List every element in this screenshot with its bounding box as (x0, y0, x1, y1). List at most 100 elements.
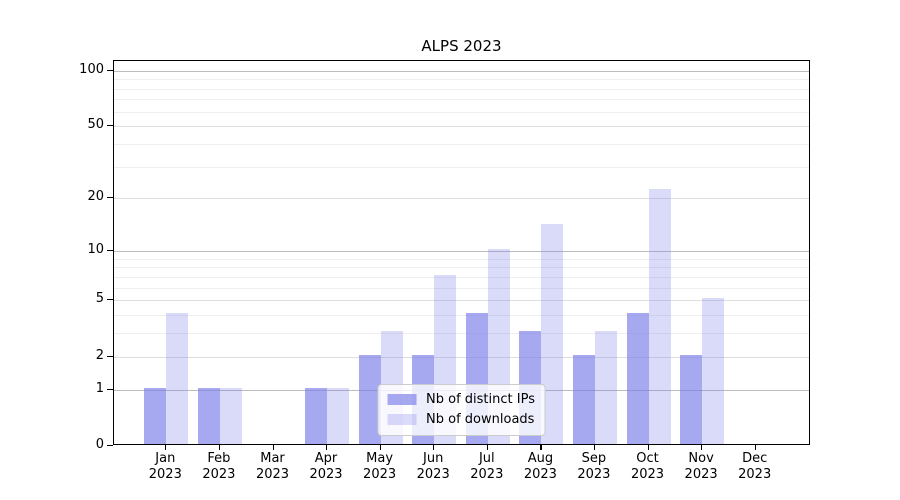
y-tick-mark (107, 355, 113, 357)
x-tick-label: Apr 2023 (294, 451, 358, 483)
x-tick-mark (379, 445, 381, 450)
x-tick-mark (593, 445, 596, 450)
x-tick-year: 2023 (309, 467, 343, 482)
x-tick-mark (165, 445, 167, 450)
x-tick-mark (754, 445, 756, 450)
gridline-minor (114, 166, 809, 168)
y-tick-label: 1 (95, 380, 104, 396)
x-tick-label: Sep 2023 (562, 451, 626, 483)
x-tick-month: Jun (423, 451, 444, 466)
y-tick-label: 5 (95, 291, 104, 307)
x-tick-label: Feb 2023 (187, 451, 251, 483)
legend-swatch-downloads (387, 414, 417, 425)
x-tick-label: Jul 2023 (455, 451, 519, 483)
gridline-minor (114, 315, 809, 317)
bar-distinct-ips (144, 387, 167, 444)
gridline-minor (114, 258, 809, 260)
y-tick-label: 50 (87, 117, 104, 133)
x-tick-label: Dec 2023 (723, 451, 787, 483)
gridline-minor (114, 88, 809, 90)
bar-downloads (702, 298, 725, 444)
gridline-minor (114, 276, 809, 278)
gridline-minor (114, 267, 809, 269)
x-tick-mark (326, 445, 328, 450)
x-tick-year: 2023 (255, 467, 290, 482)
legend-swatch-ips (387, 394, 417, 405)
x-tick-month: Dec (742, 451, 768, 466)
x-tick-label: Nov 2023 (669, 451, 733, 483)
y-tick-mark (107, 249, 113, 252)
legend-item: Nb of downloads (387, 412, 535, 427)
x-tick-label: May 2023 (348, 451, 412, 483)
x-tick-month: Mar (260, 451, 285, 466)
plot-area: Nb of distinct IPs Nb of downloads (113, 60, 810, 445)
gridline-minor (114, 333, 809, 335)
y-tick-mark (107, 69, 113, 71)
x-tick-year: 2023 (363, 467, 397, 482)
y-tick-mark (107, 299, 113, 301)
x-tick-month: Oct (636, 451, 659, 466)
gridline-major (114, 70, 809, 72)
y-tick-label: 10 (87, 241, 104, 257)
x-tick-year: 2023 (470, 467, 504, 482)
y-tick-label: 0 (95, 437, 104, 452)
x-tick-mark (647, 445, 649, 450)
chart-title: ALPS 2023 (421, 37, 502, 55)
bar-downloads (541, 223, 564, 444)
x-tick-month: Nov (688, 451, 714, 466)
x-tick-year: 2023 (202, 467, 236, 482)
legend-label: Nb of downloads (426, 412, 535, 427)
gridline-mid (114, 300, 809, 302)
x-tick-label: Oct 2023 (616, 451, 680, 483)
legend-label: Nb of distinct IPs (426, 392, 535, 407)
x-tick-label: Mar 2023 (241, 451, 305, 483)
y-tick-label: 2 (95, 347, 104, 363)
x-tick-month: Apr (314, 451, 338, 466)
x-tick-year: 2023 (523, 467, 557, 482)
gridline-major (114, 250, 809, 252)
x-tick-month: Jul (478, 451, 495, 466)
gridline-minor (114, 99, 809, 101)
y-tick-mark (107, 445, 113, 447)
x-tick-mark (486, 445, 488, 450)
x-tick-mark (218, 445, 221, 450)
x-tick-mark (433, 445, 435, 450)
x-tick-month: Feb (207, 451, 231, 466)
x-tick-month: Sep (581, 451, 607, 466)
y-tick-label: 20 (87, 189, 104, 205)
x-tick-month: Jan (155, 451, 176, 466)
gridline-minor (114, 79, 809, 80)
bar-distinct-ips (680, 354, 703, 444)
x-tick-year: 2023 (148, 467, 182, 482)
x-tick-year: 2023 (684, 467, 718, 482)
x-tick-year: 2023 (630, 467, 665, 482)
y-tick-label: 100 (79, 61, 104, 77)
bar-downloads (594, 331, 617, 444)
x-tick-year: 2023 (416, 467, 450, 482)
y-tick-mark (107, 197, 113, 199)
legend: Nb of distinct IPs Nb of downloads (377, 384, 546, 436)
bar-distinct-ips (626, 313, 649, 444)
x-tick-label: Jan 2023 (133, 451, 197, 483)
bar-distinct-ips (197, 387, 220, 444)
gridline-mid (114, 198, 809, 200)
gridline-minor (114, 287, 809, 289)
y-tick-mark (107, 125, 113, 127)
legend-item: Nb of distinct IPs (387, 392, 535, 407)
x-tick-year: 2023 (577, 467, 611, 482)
y-tick-mark (107, 388, 113, 390)
bar-downloads (219, 387, 242, 444)
bar-downloads (648, 188, 671, 444)
x-tick-month: Aug (527, 451, 554, 466)
bar-downloads (327, 387, 349, 444)
bar-distinct-ips (358, 354, 381, 444)
x-tick-label: Aug 2023 (508, 451, 572, 483)
gridline-mid (114, 126, 809, 128)
x-tick-mark (540, 445, 542, 450)
bar-downloads (166, 313, 189, 444)
bar-distinct-ips (305, 387, 327, 444)
x-tick-mark (701, 445, 703, 450)
x-tick-year: 2023 (738, 467, 772, 482)
gridline-minor (114, 111, 809, 113)
